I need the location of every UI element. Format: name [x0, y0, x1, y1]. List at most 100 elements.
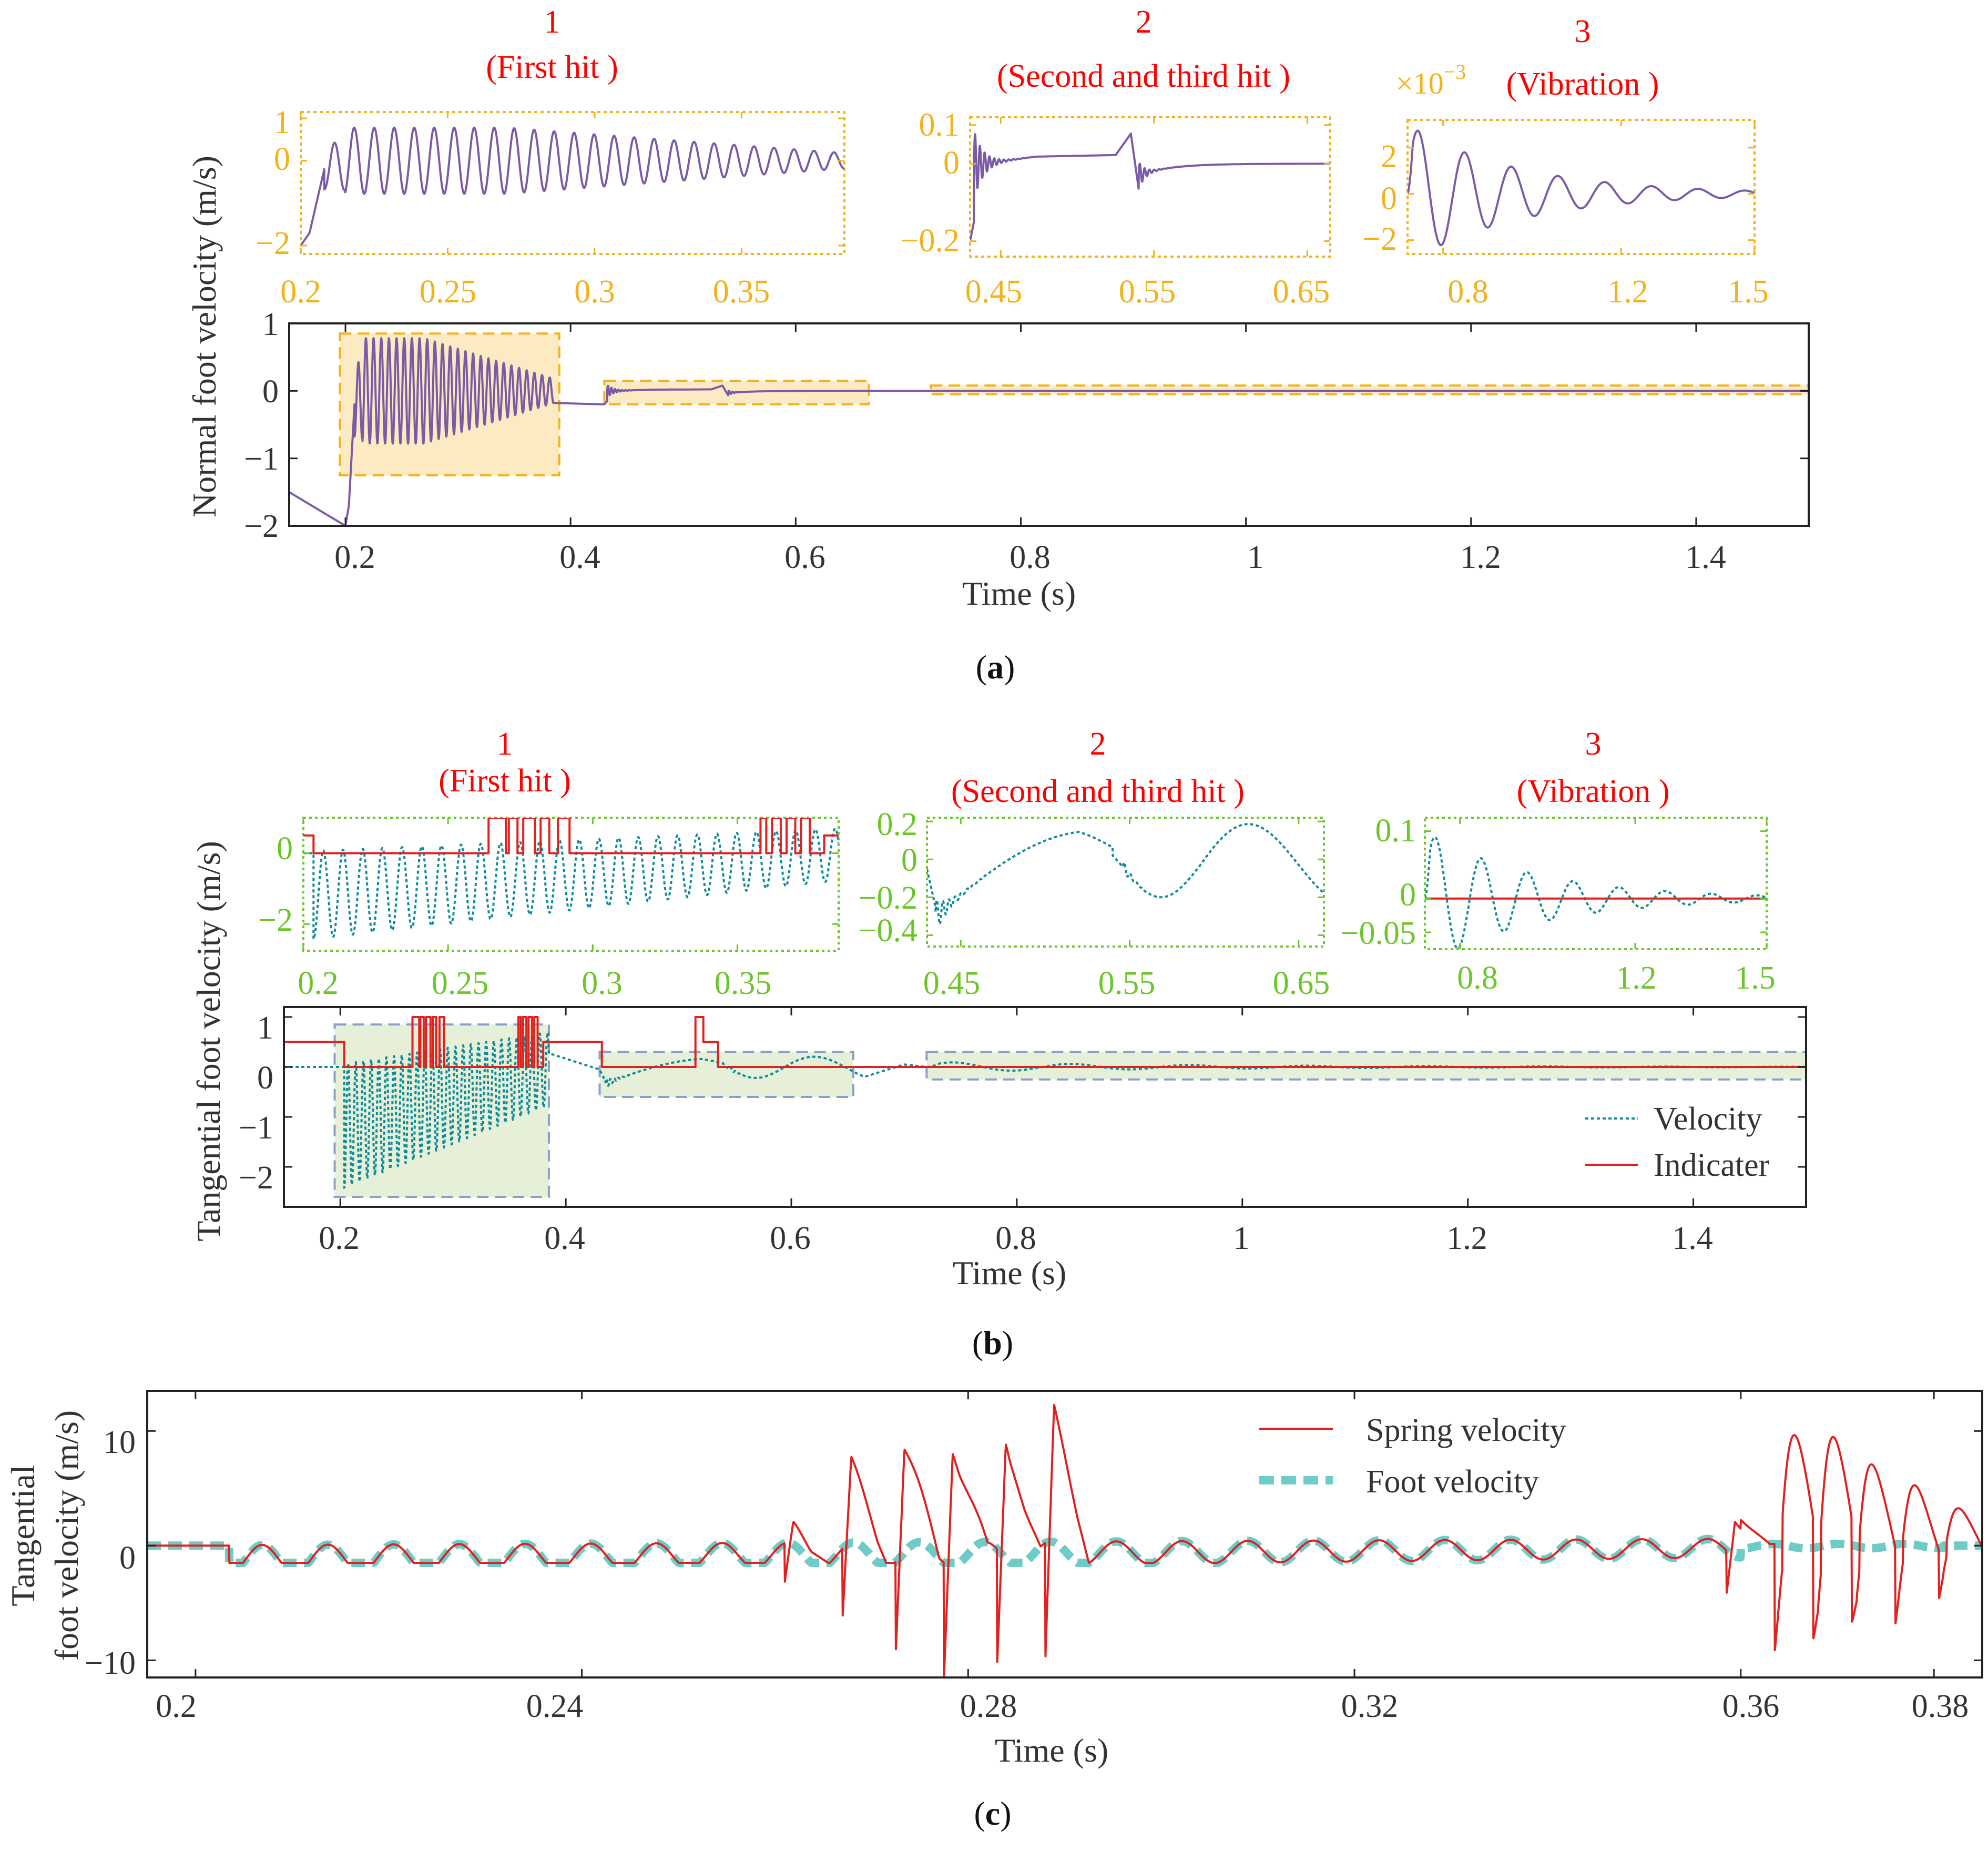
b-inset-1-xtick-label: 0.25: [432, 965, 489, 1001]
b-inset-1-series: [303, 818, 839, 940]
panel-b: 1 (First hit ) 2 (Second and third hit )…: [190, 726, 1807, 1361]
b-inset-3-series-velocity: [1425, 836, 1767, 949]
a-inset-3-multiplier: ×10−3: [1396, 60, 1466, 100]
b-inset-2-xtick-label: 0.65: [1273, 965, 1330, 1001]
b-inset-1-xtick-label: 0.2: [298, 965, 339, 1001]
a-inset-2-ytick-label: 0.1: [919, 107, 960, 143]
b-inset-3-xtick-label: 0.8: [1457, 960, 1498, 996]
a-inset-3-number: 3: [1575, 14, 1591, 49]
panel-b-caption: (b): [972, 1324, 1013, 1361]
c-main-ylabel-line-1: Tangential: [4, 1464, 42, 1606]
c-main-ytick-label: 10: [103, 1425, 136, 1460]
a-inset-1-xtick-label: 0.35: [713, 274, 770, 310]
panel-c-letter: c: [985, 1795, 1000, 1832]
b-main-zoom-box-1: [333, 1023, 550, 1198]
b-inset-3-xtick-label: 1.2: [1616, 960, 1657, 996]
a-main-series-normal-foot-velocity: [289, 337, 1809, 526]
b-inset-2-ytick-label: −0.2: [859, 880, 917, 916]
b-inset-2-xtick-label: 0.45: [923, 965, 981, 1001]
a-inset-2-series: [970, 133, 1330, 241]
c-main-ytick-label: 0: [119, 1540, 136, 1576]
c-main-xtick-label: 0.28: [960, 1689, 1017, 1724]
b-inset-1-frame: [302, 817, 840, 952]
a-inset-2-xtick-label: 0.55: [1119, 274, 1176, 310]
b-main-xtick-label: 0.4: [544, 1221, 585, 1256]
b-inset-2-xtick-label: 0.55: [1098, 965, 1156, 1001]
b-main-xtick-label: 1.2: [1446, 1221, 1487, 1256]
b-main-zoom-box-2: [598, 1051, 854, 1098]
c-main-xtick-label: 0.32: [1341, 1689, 1399, 1724]
a-main-series: [289, 337, 1809, 526]
b-inset-1-ytick-label: −2: [258, 902, 293, 938]
b-inset-2-ytick-label: 0.2: [877, 807, 918, 842]
a-inset-3-series-normal-foot-velocity: [1408, 129, 1755, 247]
b-main-plot: Velocity Indicater 0.2 0.4 0.6 0.8 1 1.2…: [190, 841, 1807, 1291]
b-main-series: [284, 1016, 1806, 1189]
legend-spring-label: Spring velocity: [1366, 1412, 1566, 1448]
b-inset-1-xtick-label: 0.3: [582, 965, 623, 1001]
a-main-ytick-label: −1: [244, 441, 279, 477]
b-main-frame: [283, 1006, 1807, 1208]
b-inset-3-ytick-label: 0.1: [1375, 813, 1416, 849]
panel-a: 1 (First hit ) 2 (Second and third hit )…: [186, 4, 1810, 686]
a-inset-3-ticks: [1408, 120, 1756, 254]
a-inset-1-ytick-label: 0: [274, 141, 290, 177]
b-inset-3-ticks: [1425, 818, 1768, 949]
a-main-xtick-label: 0.6: [784, 540, 825, 575]
a-inset-2-ytick-label: −0.2: [901, 223, 960, 259]
a-inset-1-xtick-label: 0.2: [280, 274, 321, 310]
a-inset-3-xtick-label: 0.8: [1447, 274, 1489, 310]
a-main-ticks: [289, 322, 1809, 527]
a-inset-3-ytick-label: −2: [1362, 221, 1397, 257]
a-main-xtick-label: 0.8: [1010, 540, 1051, 575]
b-main-ylabel: Tangential foot velocity (m/s): [190, 841, 227, 1242]
b-main-ytick-label: −2: [239, 1160, 273, 1196]
a-main-ylabel: Normal foot velocity (m/s): [186, 156, 223, 517]
panel-a-caption: (a): [976, 648, 1015, 686]
c-main-xtick-label: 0.2: [156, 1689, 197, 1724]
b-inset-1-number: 1: [497, 726, 513, 762]
b-inset-1-series-indicater: [303, 818, 839, 855]
b-main-zoom-box-3: [925, 1051, 1807, 1081]
a-inset-1-plot: 0.2 0.25 0.3 0.35 −2 0 1: [256, 105, 845, 310]
a-inset-3-plot: ×10−3 0.8 1.2 1.5 −2 0 2: [1362, 60, 1769, 310]
a-inset-2-plot: 0.45 0.55 0.65 −0.2 0 0.1: [901, 107, 1331, 310]
legend-velocity-label: Velocity: [1654, 1101, 1762, 1137]
a-inset-2-ytick-label: 0: [943, 145, 960, 181]
a-inset-1-ytick-label: −2: [256, 226, 290, 261]
b-inset-1-plot: 0.2 0.25 0.3 0.35 −2 0: [258, 817, 840, 1001]
a-main-xtick-label: 1: [1248, 540, 1264, 575]
a-inset-3-multiplier-base: ×10: [1396, 66, 1444, 100]
a-main-xtick-label: 0.4: [559, 540, 600, 575]
c-main-xtick-label: 0.38: [1912, 1689, 1969, 1724]
b-main-xtick-label: 0.6: [770, 1221, 811, 1256]
a-main-ytick-label: 1: [262, 307, 279, 342]
b-main-series-indicater: [284, 1016, 1806, 1068]
a-inset-3-xtick-label: 1.5: [1728, 274, 1769, 310]
a-inset-1-series-normal-foot-velocity: [301, 126, 844, 247]
legend-foot-label: Foot velocity: [1366, 1464, 1539, 1500]
a-main-frame: [288, 322, 1810, 527]
panel-c: Spring velocity Foot velocity 0.2 0.24 0…: [4, 1390, 1983, 1832]
a-inset-2-xtick-label: 0.45: [965, 274, 1023, 310]
a-inset-2-number: 2: [1136, 4, 1152, 40]
a-inset-3-frame: [1406, 119, 1756, 255]
a-inset-1-ytick-label: 1: [274, 105, 290, 140]
a-main-plot: 0.2 0.4 0.6 0.8 1 1.2 1.4 −2 −1 0 1 Time…: [186, 156, 1810, 612]
a-main-xtick-label: 1.2: [1460, 540, 1501, 575]
a-inset-1-xtick-label: 0.3: [574, 274, 615, 310]
a-main-xlabel: Time (s): [962, 575, 1076, 612]
panel-b-letter: b: [983, 1324, 1002, 1361]
a-inset-2-ticks: [970, 117, 1330, 257]
a-inset-3-title: (Vibration ): [1506, 66, 1659, 102]
c-main-xlabel: Time (s): [995, 1732, 1108, 1769]
b-main-ytick-label: 0: [257, 1060, 273, 1096]
a-inset-2-xtick-label: 0.65: [1273, 274, 1330, 310]
b-inset-2-ticks: [927, 818, 1324, 947]
a-inset-1-title: (First hit ): [486, 49, 618, 85]
a-main-ytick-label: −2: [244, 508, 279, 544]
a-inset-2-frame: [969, 116, 1331, 258]
b-main-ytick-label: −1: [239, 1110, 273, 1146]
b-inset-3-plot: 0.8 1.2 1.5 −0.05 0 0.1: [1341, 813, 1776, 996]
c-main-xtick-label: 0.36: [1722, 1689, 1780, 1724]
